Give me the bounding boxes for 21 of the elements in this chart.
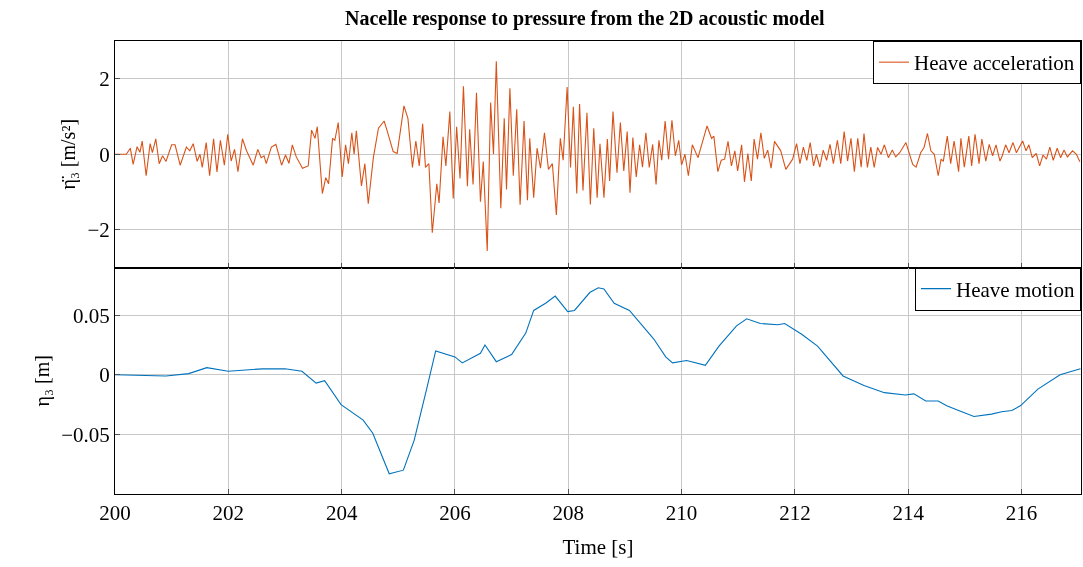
legend-label: Heave acceleration xyxy=(914,51,1075,76)
x-tick-label: 212 xyxy=(779,501,811,526)
y-tick-label: 0 xyxy=(99,142,110,167)
y-tick-label: 0 xyxy=(99,363,110,388)
x-tick-label: 206 xyxy=(439,501,471,526)
chart-title: Nacelle response to pressure from the 2D acoustic model xyxy=(345,7,826,30)
x-tick-label: 204 xyxy=(325,501,358,526)
y-tick-label: 2 xyxy=(99,67,110,92)
x-tick-label: 208 xyxy=(552,501,585,526)
y-tick-label: −0.05 xyxy=(61,422,110,447)
x-tick-label: 210 xyxy=(665,501,698,526)
y-tick-label: 0.05 xyxy=(73,303,110,328)
x-tick-label: 216 xyxy=(1005,501,1038,526)
x-tick-label: 200 xyxy=(99,501,131,526)
x-tick-label: 202 xyxy=(212,501,245,526)
y-axis-title: η̈₃ [m/s²] xyxy=(56,118,80,190)
legend-label: Heave motion xyxy=(956,277,1075,302)
x-axis-title: Time [s] xyxy=(562,535,634,560)
y-axis-title: η₃ [m] xyxy=(30,355,54,407)
x-tick-label: 214 xyxy=(892,501,925,526)
y-tick-label: −2 xyxy=(87,218,110,243)
